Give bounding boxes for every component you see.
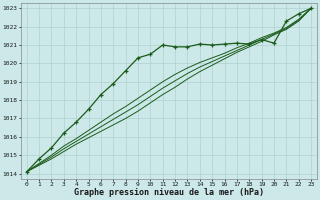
X-axis label: Graphe pression niveau de la mer (hPa): Graphe pression niveau de la mer (hPa) xyxy=(74,188,264,197)
